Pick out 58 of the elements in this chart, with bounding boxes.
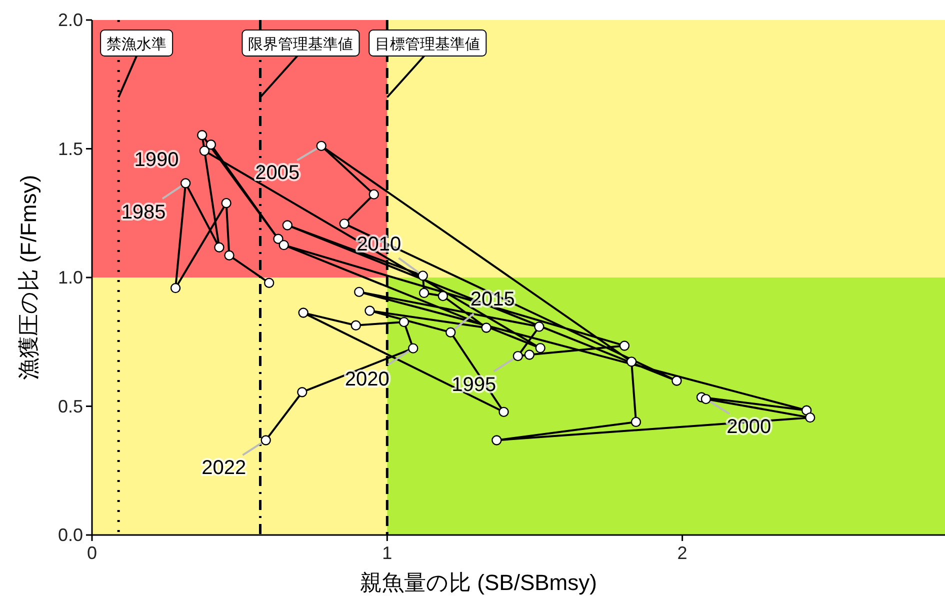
point: [221, 198, 232, 208]
point: [368, 189, 379, 200]
annotation: 2022: [202, 457, 246, 480]
point: [364, 306, 375, 316]
point: [418, 288, 430, 298]
point: [282, 220, 292, 230]
point: [170, 282, 181, 294]
point: [619, 340, 630, 351]
point: [297, 386, 308, 398]
annotation: 1985: [121, 201, 166, 224]
point: [398, 316, 410, 328]
point: [512, 350, 524, 362]
point: [535, 342, 546, 354]
annotation: 2005: [255, 162, 300, 184]
point: [206, 140, 216, 150]
point: [339, 218, 350, 229]
x-axis-title: 親魚量の比 (SB/SBmsy): [360, 570, 597, 595]
annotation: 1990: [134, 148, 179, 171]
point: [700, 394, 712, 404]
point: [273, 234, 284, 244]
point: [224, 250, 234, 260]
point: [446, 327, 456, 338]
y-axis-title: 漁獲圧の比 (F/Fmsy): [16, 174, 41, 380]
point: [298, 308, 308, 318]
ref-line-label: 禁漁水準: [106, 36, 167, 53]
point: [498, 406, 509, 418]
y-tick-label: 1.5: [58, 138, 83, 159]
point: [418, 270, 428, 281]
point: [492, 435, 502, 446]
point: [350, 320, 361, 330]
x-tick-label: 2: [677, 543, 688, 563]
point: [408, 343, 418, 354]
ref-line-label: 限界管理基準値: [248, 36, 354, 53]
point: [805, 412, 816, 423]
point: [534, 322, 544, 332]
annotation: 2000: [726, 416, 772, 438]
point: [672, 376, 682, 386]
point: [630, 416, 642, 428]
y-tick-label: 1.0: [58, 268, 83, 288]
point: [626, 356, 637, 367]
y-tick-label: 0.5: [58, 396, 83, 416]
point: [196, 130, 208, 140]
point: [260, 435, 271, 446]
x-tick-label: 1: [382, 543, 392, 563]
point: [354, 286, 364, 298]
point: [199, 146, 210, 156]
point: [438, 290, 448, 302]
point: [264, 278, 274, 288]
point: [180, 178, 191, 188]
x-tick-label: 0: [86, 543, 98, 563]
point: [524, 350, 535, 360]
y-tick-label: 0.0: [58, 525, 83, 545]
point: [278, 240, 289, 250]
y-tick-label: 2.0: [58, 10, 83, 30]
ref-line-label: 目標管理基準値: [375, 36, 480, 53]
point: [316, 140, 326, 152]
point: [481, 322, 492, 333]
point: [214, 242, 224, 252]
